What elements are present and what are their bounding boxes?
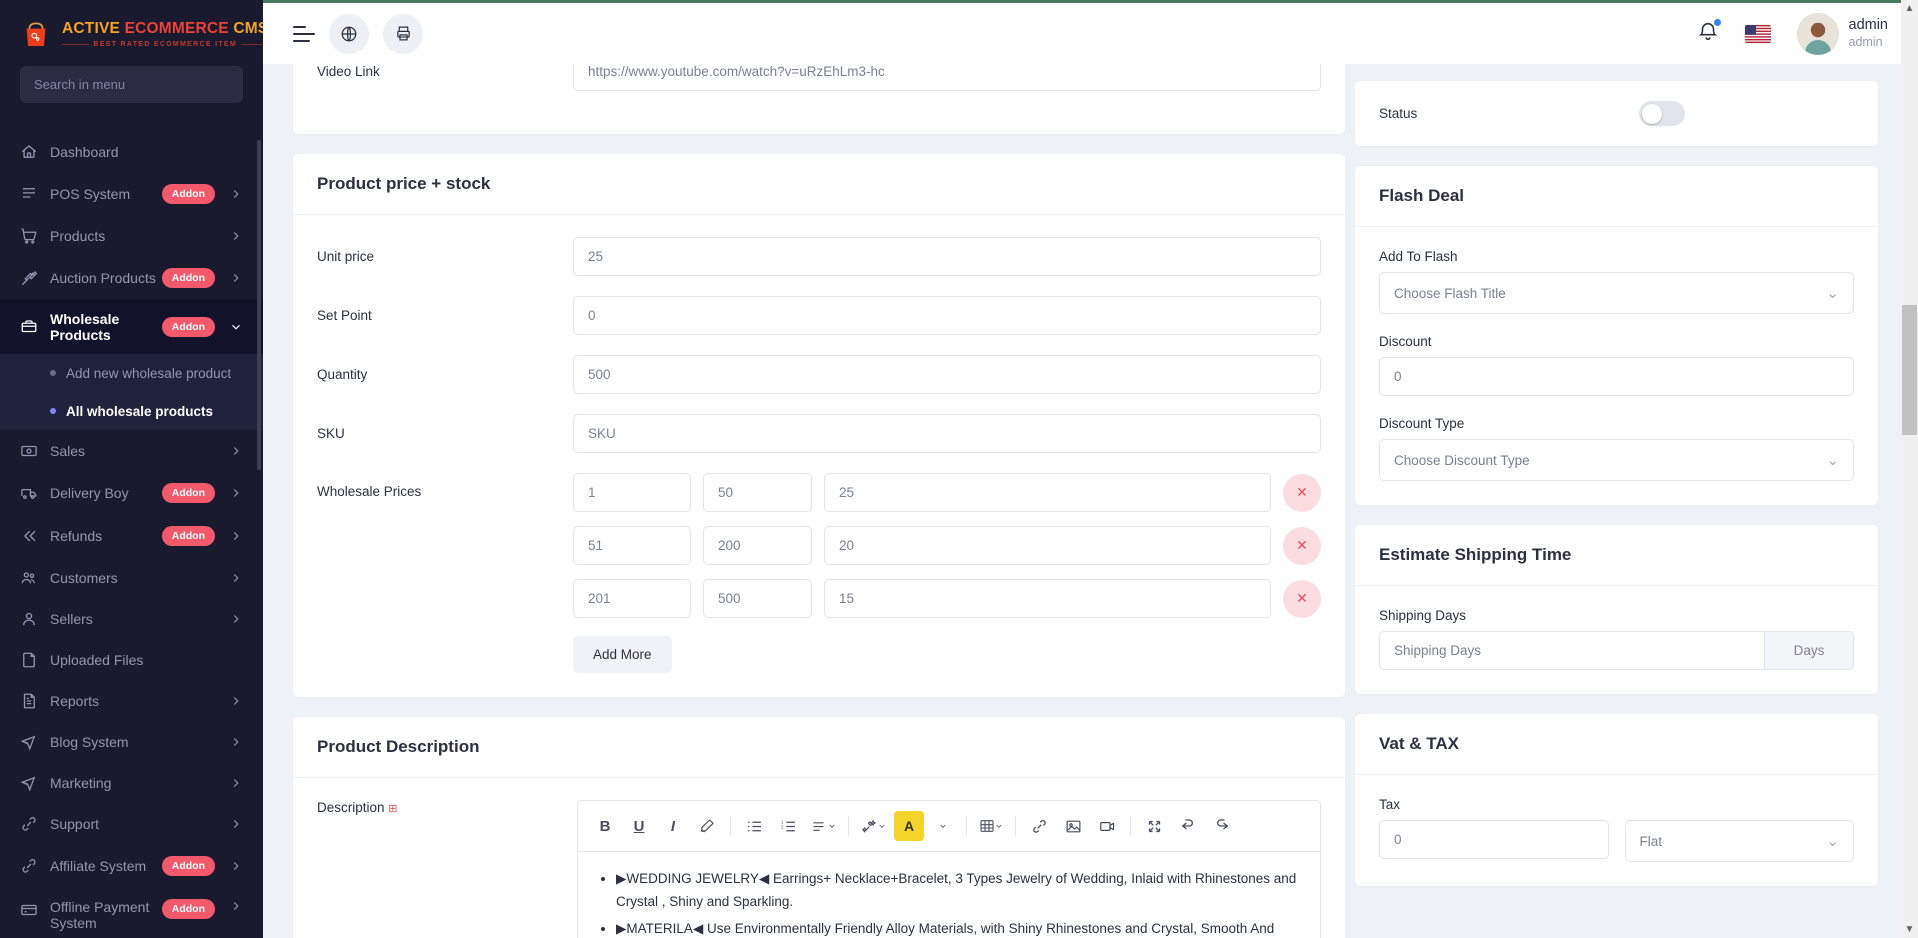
svg-text:2: 2 — [781, 824, 784, 829]
